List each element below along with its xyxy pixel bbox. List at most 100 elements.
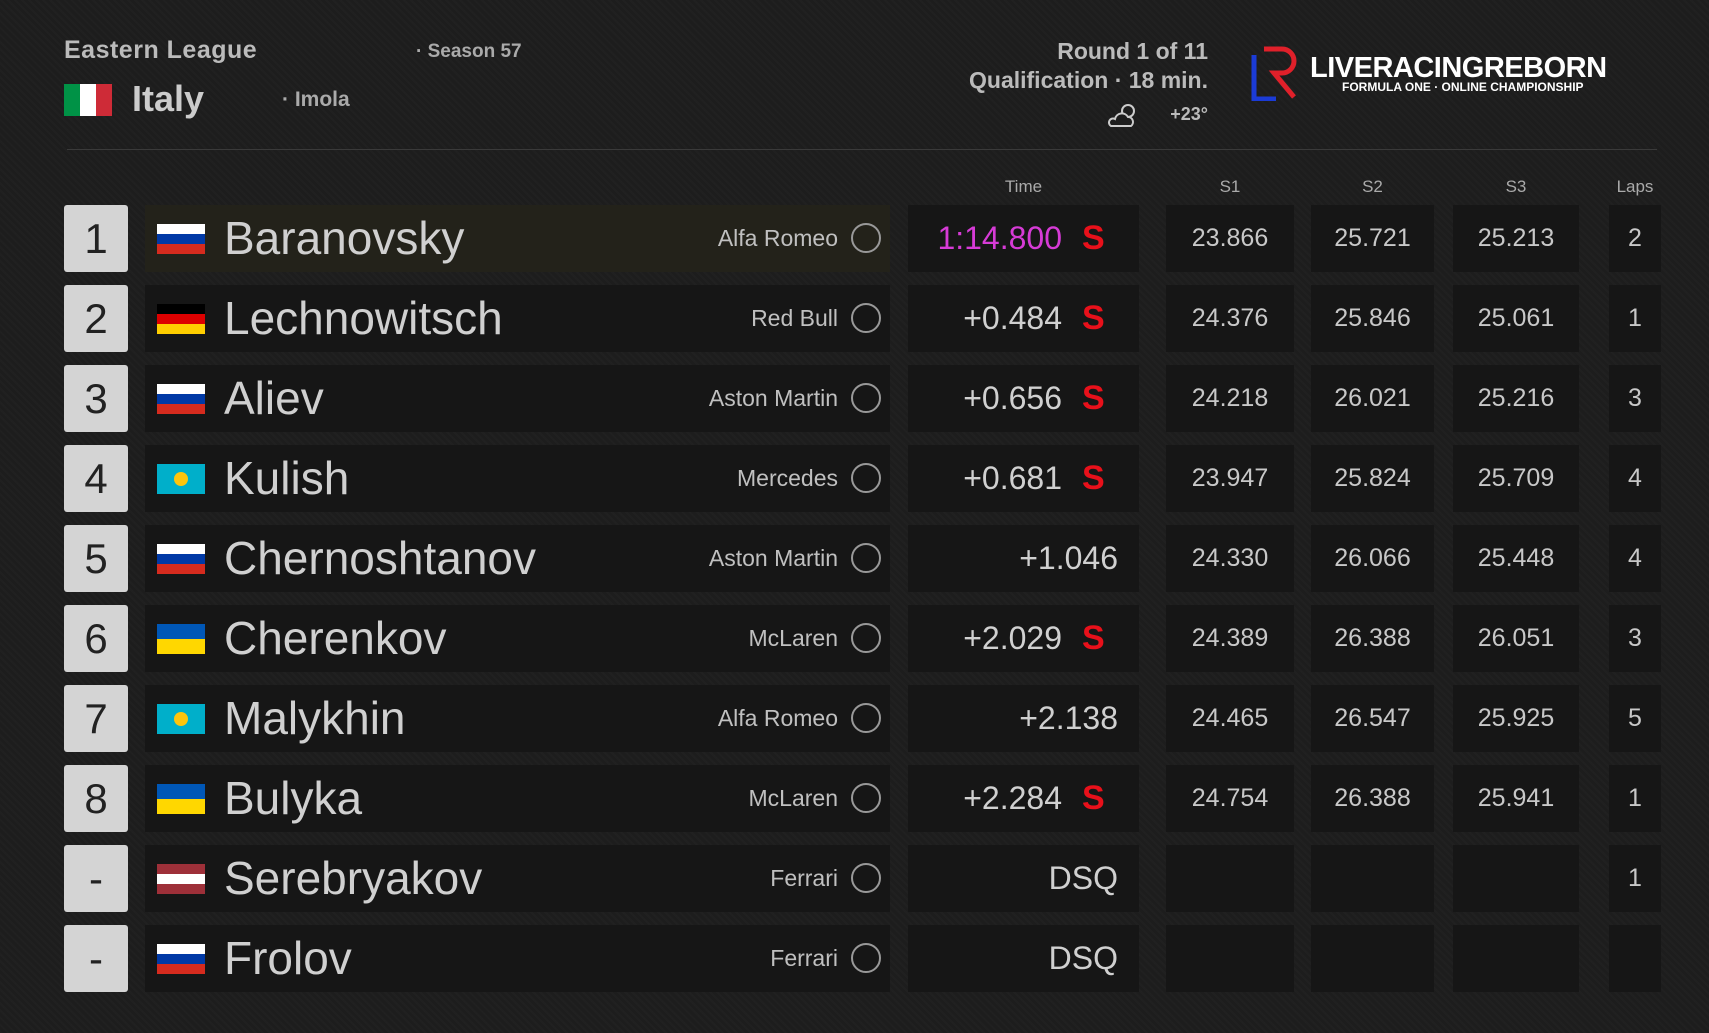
sector-time: 25.448 [1477, 544, 1555, 572]
sector-time: 25.824 [1334, 464, 1411, 492]
team-logo [851, 543, 881, 573]
position-box: 2 [64, 285, 128, 352]
weather-icon [1108, 104, 1135, 127]
team-name: McLaren [748, 785, 838, 811]
position-box: 1 [64, 205, 128, 272]
session: Qualification · 18 min. [969, 67, 1208, 93]
team-logo [851, 383, 881, 413]
driver-bar [145, 845, 890, 912]
driver-bar [145, 605, 890, 672]
cell-bg [1311, 205, 1434, 272]
laps: 3 [1628, 384, 1642, 412]
sector-time: 23.866 [1191, 224, 1269, 252]
cell-bg [1166, 685, 1294, 752]
track: · Imola [282, 88, 350, 111]
column-header: S3 [1505, 177, 1527, 196]
team-logo [851, 223, 881, 253]
team-logo [851, 623, 881, 653]
sector-time: 25.721 [1334, 224, 1411, 252]
country-flag [64, 84, 112, 116]
cell-bg [1166, 765, 1294, 832]
driver-name: Aliev [224, 372, 324, 424]
position-box: 4 [64, 445, 128, 512]
time: +0.656 [963, 380, 1062, 416]
driver-name: Kulish [224, 452, 350, 504]
cell-bg [1453, 205, 1579, 272]
time: DSQ [1048, 940, 1118, 976]
sector-time: 24.754 [1191, 784, 1269, 812]
season: · Season 57 [416, 41, 522, 62]
position-box: 7 [64, 685, 128, 752]
sector-time: 25.846 [1334, 304, 1411, 332]
cell-bg [1311, 765, 1434, 832]
cell-bg [1311, 845, 1434, 912]
driver-name: Chernoshtanov [224, 532, 536, 584]
driver-bar [145, 925, 890, 992]
sector-time: 25.061 [1477, 304, 1555, 332]
league: Eastern League [64, 36, 258, 64]
flag-emblem [174, 472, 188, 486]
cell-bg [1311, 605, 1434, 672]
cell-bg [1609, 445, 1661, 512]
driver-flag [157, 544, 205, 574]
team-name: Aston Martin [708, 545, 838, 571]
sector-time: 25.709 [1477, 464, 1555, 492]
time-cell [908, 205, 1139, 272]
tyre: S [1082, 299, 1105, 337]
cell-bg [1311, 925, 1434, 992]
team-logo [851, 303, 881, 333]
sector-time: 26.388 [1334, 624, 1411, 652]
separator [67, 149, 1657, 150]
driver-name: Lechnowitsch [224, 292, 503, 344]
country: Italy [132, 78, 205, 119]
column-header: Time [1004, 177, 1043, 196]
team-logo [851, 943, 881, 973]
driver-name: Baranovsky [224, 212, 465, 264]
brand-logo [1251, 46, 1297, 101]
time-cell [908, 925, 1139, 992]
laps: 1 [1628, 304, 1642, 332]
driver-name: Cherenkov [224, 612, 447, 664]
laps: 4 [1628, 464, 1642, 492]
sector-time: 24.330 [1191, 544, 1269, 572]
cell-bg [1453, 845, 1579, 912]
team-name: McLaren [748, 625, 838, 651]
time-cell [908, 685, 1139, 752]
cell-bg [1609, 845, 1661, 912]
cell-bg [1166, 525, 1294, 592]
cell-bg [1453, 365, 1579, 432]
tyre: S [1082, 619, 1105, 657]
team-name: Alfa Romeo [717, 705, 838, 731]
time: +2.029 [963, 620, 1062, 656]
cell-bg [1311, 365, 1434, 432]
team-name: Ferrari [770, 945, 838, 971]
cell-bg [1311, 285, 1434, 352]
team-logo [851, 783, 881, 813]
position-box: 8 [64, 765, 128, 832]
laps: 1 [1628, 784, 1642, 812]
sector-time: 24.376 [1191, 304, 1269, 332]
cell-bg [1453, 925, 1579, 992]
driver-name: Malykhin [224, 692, 406, 744]
driver-name: Bulyka [224, 772, 363, 824]
time: 1:14.800 [937, 220, 1062, 256]
time-cell [908, 765, 1139, 832]
cell-bg [1166, 445, 1294, 512]
time-cell [908, 845, 1139, 912]
cell-bg [1166, 365, 1294, 432]
driver-flag [157, 304, 205, 334]
laps: 5 [1628, 704, 1642, 732]
sector-time: 25.216 [1477, 384, 1555, 412]
driver-flag [157, 784, 205, 814]
team-logo [851, 703, 881, 733]
cell-bg [1166, 205, 1294, 272]
sector-time: 23.947 [1191, 464, 1269, 492]
cell-bg [1609, 685, 1661, 752]
time-cell [908, 525, 1139, 592]
brand: LIVERACINGREBORN [1310, 52, 1607, 84]
driver-bar [145, 445, 890, 512]
column-header: Laps [1616, 177, 1654, 196]
driver-name: Frolov [224, 932, 352, 984]
sector-time: 26.547 [1334, 704, 1411, 732]
